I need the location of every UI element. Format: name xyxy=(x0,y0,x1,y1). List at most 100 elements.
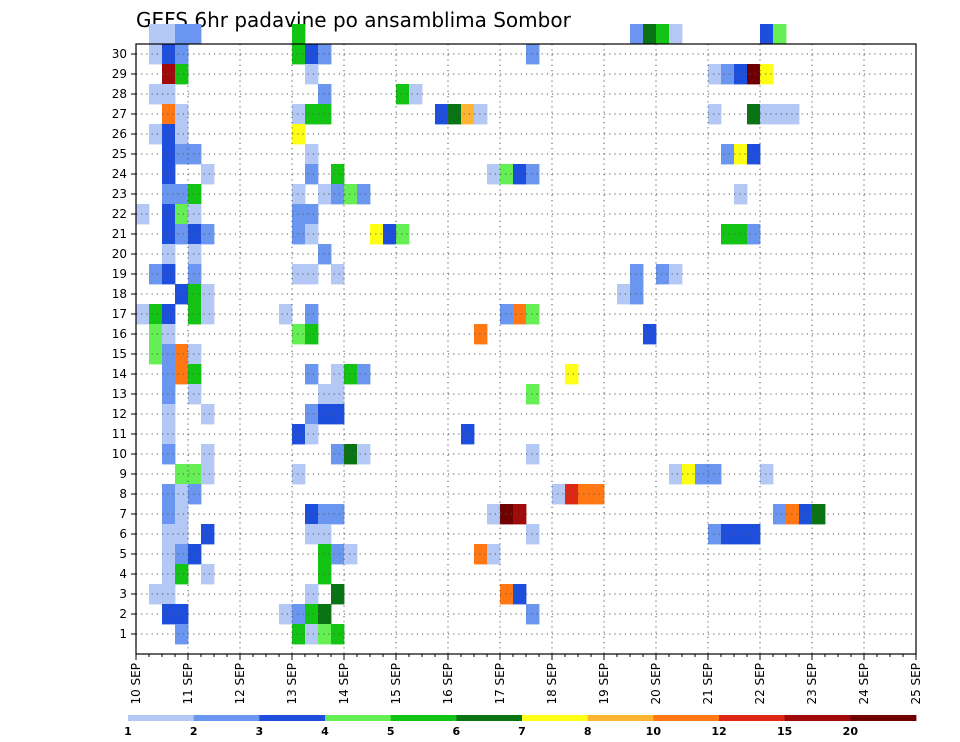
heatmap-cell xyxy=(162,424,176,445)
heatmap-cell xyxy=(318,44,332,65)
heatmap-cell xyxy=(279,604,293,625)
heatmap-cell xyxy=(708,524,722,545)
heatmap-cell xyxy=(565,484,579,505)
heatmap-cell xyxy=(721,64,735,85)
heatmap-cell xyxy=(552,484,566,505)
heatmap-cell xyxy=(318,84,332,105)
x-tick-label: 11 SEP xyxy=(181,663,195,705)
heatmap-cell xyxy=(136,204,150,225)
heatmap-cell xyxy=(305,264,319,285)
colorbar-label: 5 xyxy=(387,725,395,738)
colorbar-segment xyxy=(390,715,457,721)
heatmap-cell xyxy=(175,624,189,645)
heatmap-cell xyxy=(188,384,202,405)
x-tick-label: 14 SEP xyxy=(337,663,351,705)
x-tick-label: 25 SEP xyxy=(909,663,923,705)
heatmap-cell xyxy=(721,524,735,545)
colorbar-label: 1 xyxy=(124,725,132,738)
heatmap-cell xyxy=(188,144,202,165)
y-tick-label: 22 xyxy=(112,207,127,221)
heatmap-cell xyxy=(292,464,306,485)
heatmap-cell xyxy=(201,304,215,325)
heatmap-cell xyxy=(734,64,748,85)
heatmap-cell xyxy=(331,504,345,525)
heatmap-cell xyxy=(526,524,540,545)
heatmap-cell xyxy=(526,604,540,625)
heatmap-cell xyxy=(318,604,332,625)
heatmap-cell xyxy=(292,184,306,205)
x-tick-label: 22 SEP xyxy=(753,663,767,705)
heatmap-cell xyxy=(162,24,176,45)
plot-frame xyxy=(135,43,917,655)
heatmap-cell xyxy=(318,524,332,545)
colorbar-label: 12 xyxy=(711,725,726,738)
heatmap-cell xyxy=(188,464,202,485)
heatmap-cell xyxy=(318,244,332,265)
heatmap-cell xyxy=(149,344,163,365)
heatmap-cell xyxy=(305,504,319,525)
heatmap-cell xyxy=(305,104,319,125)
heatmap-cell xyxy=(305,164,319,185)
x-tick-label: 24 SEP xyxy=(857,663,871,705)
heatmap-cell xyxy=(305,64,319,85)
heatmap-cell xyxy=(721,224,735,245)
heatmap-cell xyxy=(292,224,306,245)
y-tick-label: 9 xyxy=(119,467,127,481)
colorbar-segment xyxy=(653,715,720,721)
grid-lines xyxy=(136,44,916,654)
x-tick-label: 21 SEP xyxy=(701,663,715,705)
heatmap-cell xyxy=(149,84,163,105)
heatmap-cell xyxy=(565,364,579,385)
heatmap-cell xyxy=(188,304,202,325)
heatmap-cell xyxy=(383,224,397,245)
colorbar-segment xyxy=(587,715,654,721)
heatmap-cell xyxy=(747,224,761,245)
x-tick-label: 17 SEP xyxy=(493,663,507,705)
heatmap-cell xyxy=(487,164,501,185)
heatmap-cell xyxy=(682,464,696,485)
heatmap-cell xyxy=(305,224,319,245)
y-tick-label: 20 xyxy=(112,247,127,261)
colorbar-segment xyxy=(850,715,917,721)
heatmap-cell xyxy=(318,564,332,585)
heatmap-cell xyxy=(435,104,449,125)
colorbar-label: 8 xyxy=(584,725,592,738)
heatmap-cell xyxy=(305,604,319,625)
heatmap-cell xyxy=(175,124,189,145)
heatmap-cell xyxy=(175,344,189,365)
heatmap-cell xyxy=(656,264,670,285)
colorbar-label: 7 xyxy=(518,725,526,738)
heatmap-cell xyxy=(487,504,501,525)
y-tick-label: 19 xyxy=(112,267,127,281)
heatmap-cell xyxy=(292,624,306,645)
heatmap-cell xyxy=(149,324,163,345)
y-tick-label: 3 xyxy=(119,587,127,601)
heatmap-cell xyxy=(513,164,527,185)
heatmap-cell xyxy=(188,484,202,505)
heatmap-cell xyxy=(162,324,176,345)
heatmap-cell xyxy=(162,124,176,145)
heatmap-cell xyxy=(773,504,787,525)
heatmap-cell xyxy=(162,84,176,105)
y-tick-label: 15 xyxy=(112,347,127,361)
heatmap-cell xyxy=(292,264,306,285)
heatmap-cell xyxy=(513,584,527,605)
heatmap-cell xyxy=(162,44,176,65)
heatmap-cell xyxy=(331,364,345,385)
heatmap-cell xyxy=(708,464,722,485)
heatmap-cell xyxy=(188,344,202,365)
heatmap-cell xyxy=(162,404,176,425)
heatmap-cell xyxy=(188,224,202,245)
heatmap-cell xyxy=(292,204,306,225)
heatmap-cell xyxy=(461,104,475,125)
heatmap-cell xyxy=(201,464,215,485)
heatmap-cell xyxy=(331,624,345,645)
heatmap-cell xyxy=(175,44,189,65)
y-tick-label: 18 xyxy=(112,287,127,301)
heatmap-cell xyxy=(318,504,332,525)
heatmap-cell xyxy=(344,364,358,385)
heatmap-cell xyxy=(201,284,215,305)
y-tick-label: 29 xyxy=(112,67,127,81)
heatmap-cell xyxy=(331,264,345,285)
heatmap-cell xyxy=(162,304,176,325)
